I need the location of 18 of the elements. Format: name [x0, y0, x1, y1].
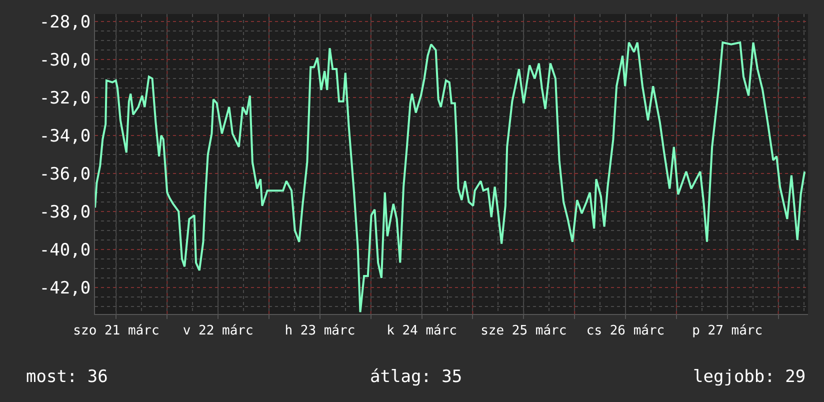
y-tick-label: -36,0	[39, 164, 91, 184]
y-tick-label: -42,0	[39, 278, 91, 298]
y-tick-label: -28,0	[39, 12, 91, 33]
y-tick-label: -40,0	[39, 240, 91, 260]
text: most: 36	[26, 367, 108, 387]
y-tick-label: -38,0	[39, 202, 91, 222]
x-tick-label: cs 26 márc	[586, 324, 665, 339]
text: átlag: 35	[370, 367, 462, 387]
y-tick-label: -34,0	[39, 126, 91, 146]
x-tick-label: v 22 márc	[182, 324, 254, 339]
x-tick-label: szo 21 márc	[73, 324, 160, 339]
x-tick-label: p 27 márc	[692, 324, 763, 339]
x-tick-label: h 23 márc	[284, 324, 356, 339]
y-tick-label: -30,0	[39, 50, 91, 71]
x-tick-label: sze 25 márc	[480, 324, 567, 339]
x-tick-label: k 24 márc	[386, 324, 458, 339]
y-tick-label: -32,0	[39, 88, 91, 108]
text: legjobb: 29	[693, 367, 806, 387]
